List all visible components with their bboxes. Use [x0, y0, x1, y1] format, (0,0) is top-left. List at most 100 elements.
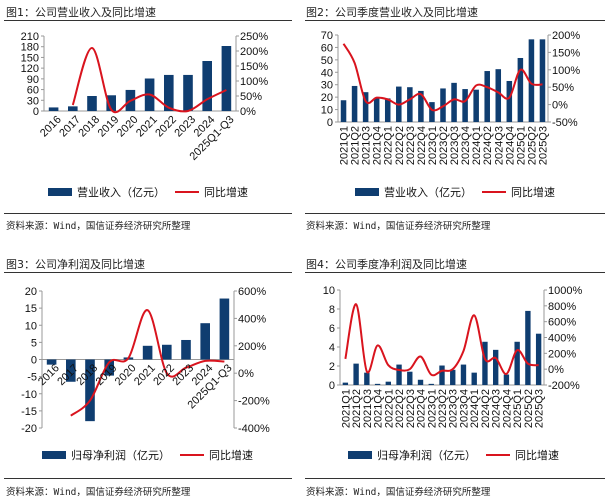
- right-tick-label: 150%: [552, 47, 580, 59]
- x-tick-label: 2021Q1: [339, 126, 351, 165]
- bar-2021: [142, 345, 153, 360]
- chart4-title: 图4：公司季度净利润及同比增速: [306, 258, 467, 271]
- bar-2017: [66, 359, 76, 382]
- left-tick-label: 180: [21, 42, 39, 54]
- right-tick-label: 100%: [240, 76, 268, 88]
- bar-2025Q1: [517, 57, 524, 122]
- bar-2021Q2: [351, 85, 358, 122]
- left-tick-label: 10: [323, 285, 335, 297]
- x-tick-label: 2022Q3: [405, 126, 417, 165]
- x-tick-label: 2022Q4: [416, 389, 428, 428]
- x-tick-label: 2020: [115, 114, 141, 140]
- bar-2024Q2: [482, 341, 488, 385]
- right-tick-label: 0%: [240, 106, 256, 118]
- x-tick-label: 2022: [153, 114, 179, 140]
- x-tick-label: 2022Q1: [383, 389, 395, 428]
- left-tick-label: 20: [25, 286, 37, 298]
- bar-2022Q3: [407, 371, 413, 385]
- left-tick-label: -20: [21, 423, 37, 435]
- x-tick-label: 2022Q3: [405, 389, 417, 428]
- left-tick-label: 8: [329, 304, 335, 316]
- right-tick-label: 200%: [552, 30, 580, 42]
- x-tick-label: 2025Q3: [537, 126, 549, 165]
- x-tick-label: 2021Q4: [373, 389, 385, 428]
- x-tick-label: 2024Q2: [480, 389, 492, 428]
- bar-2023Q4: [460, 364, 467, 385]
- chart4-source: 资料来源：Wind，国信证券经济研究所整理: [306, 487, 491, 498]
- bar-2024Q3: [495, 69, 502, 122]
- left-tick-label: -5: [27, 372, 37, 384]
- legend-bar-label: 归母净利润（亿元）: [71, 449, 170, 462]
- x-tick-label: 2024Q2: [482, 126, 494, 165]
- right-tick-label: 0%: [548, 364, 564, 376]
- chart4-plot: 0 2 4 6 8 10 -200% 0% 200% 400% 600% 800% 1000% 2021Q…: [323, 285, 583, 428]
- bar-2025Q3: [535, 333, 542, 385]
- legend-line-swatch: [175, 191, 199, 193]
- chart1-legend: 营业收入（亿元） 同比增速: [48, 184, 248, 200]
- x-tick-label: 2022Q1: [383, 126, 395, 165]
- x-tick-label: 2023Q3: [448, 389, 460, 428]
- x-tick-label: 2025Q1: [512, 389, 524, 428]
- bar-2019: [104, 359, 114, 376]
- legend-bar-swatch: [48, 188, 72, 196]
- x-tick-label: 2021Q2: [351, 389, 363, 428]
- right-tick-label: 600%: [238, 286, 266, 298]
- growth-line: [344, 303, 539, 377]
- chart3-title-rule: [4, 272, 292, 273]
- x-tick-label: 2018: [76, 114, 102, 140]
- left-tick-label: 0: [329, 380, 335, 392]
- chart3-title: 图3：公司净利润及同比增速: [6, 258, 145, 271]
- bar-2024Q4: [503, 374, 510, 385]
- x-tick-label: 2021: [134, 114, 160, 140]
- x-tick-label: 2016: [38, 114, 64, 140]
- right-tick-label: 1000%: [548, 285, 582, 297]
- x-tick-label: 2022Q2: [394, 389, 406, 428]
- bar-2021Q4: [373, 97, 380, 122]
- bar-2023Q1: [428, 383, 434, 385]
- bar-2024: [200, 323, 210, 360]
- left-tick-label: 10: [321, 105, 333, 117]
- chart1-title-rule: [4, 20, 292, 21]
- chart2-source-rule: [305, 213, 605, 214]
- left-tick-label: 15: [25, 303, 37, 315]
- chart3-source-rule: [4, 478, 292, 479]
- bar-2022Q3: [407, 87, 413, 122]
- x-tick-label: 2023Q1: [426, 389, 438, 428]
- bar-2025Q1-Q3: [219, 298, 230, 360]
- bar-2022Q1: [385, 381, 391, 385]
- x-tick-label: 2023Q2: [437, 389, 449, 428]
- right-tick-label: 400%: [548, 333, 576, 345]
- x-tick-label: 2021: [132, 362, 158, 388]
- bar-2024Q1: [473, 89, 479, 122]
- x-tick-label: 2022: [151, 362, 177, 388]
- x-tick-label: 2017: [57, 114, 83, 140]
- legend-line-swatch: [180, 454, 204, 456]
- bar-2023Q3: [451, 82, 457, 122]
- bar-2025Q2: [525, 310, 531, 385]
- bar-2021Q1: [342, 382, 349, 385]
- left-tick-label: 50: [321, 55, 333, 67]
- bar-2024Q4: [506, 80, 513, 122]
- bar-2022Q4: [417, 379, 424, 385]
- bar-2024Q2: [484, 71, 490, 122]
- x-tick-label: 2023Q1: [427, 126, 439, 165]
- bar-2022Q2: [396, 364, 402, 385]
- bar-2022Q1: [384, 98, 391, 122]
- x-tick-label: 2023Q4: [460, 126, 472, 165]
- x-tick-label: 2017: [55, 362, 81, 388]
- bar-2022Q4: [418, 90, 424, 122]
- legend-bar-swatch: [42, 451, 66, 459]
- bar-2023: [183, 74, 193, 111]
- left-tick-label: 6: [329, 323, 335, 335]
- legend-bar-label: 归母净利润（亿元）: [377, 449, 476, 462]
- left-tick-label: 150: [21, 52, 39, 64]
- left-tick-label: 0: [33, 106, 39, 118]
- chart4-title-rule: [305, 272, 605, 273]
- right-tick-label: -400%: [238, 423, 270, 435]
- legend-line-label: 同比增速: [511, 186, 555, 199]
- bar-2018: [85, 359, 95, 422]
- right-tick-label: 200%: [238, 341, 266, 353]
- bar-2024Q3: [493, 349, 499, 385]
- x-tick-label: 2019: [96, 114, 122, 140]
